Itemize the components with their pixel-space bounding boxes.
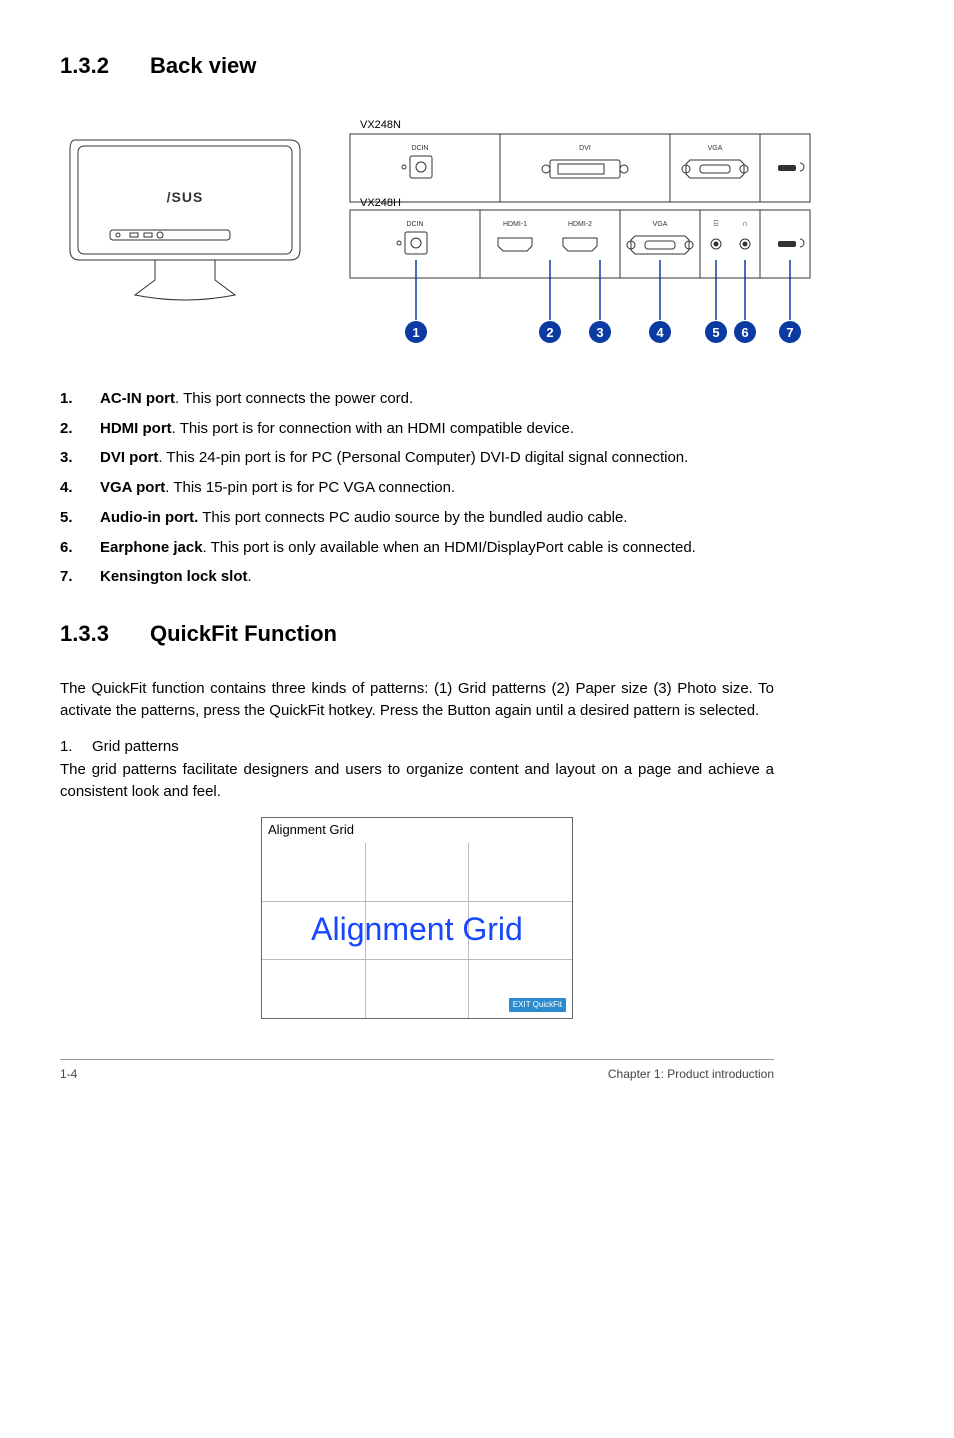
back-diagram-svg: /SUS VX248N DCIN DVI VGA <box>60 110 820 360</box>
port-item: 3.DVI port. This 24-pin port is for PC (… <box>60 447 774 469</box>
svg-text:3: 3 <box>596 325 603 340</box>
svg-text:4: 4 <box>656 325 664 340</box>
svg-text:7: 7 <box>786 325 793 340</box>
section-heading-back: 1.3.2Back view <box>60 50 774 82</box>
port-item: 2.HDMI port. This port is for connection… <box>60 418 774 440</box>
port-item: 5.Audio-in port. This port connects PC a… <box>60 507 774 529</box>
grid-pattern-label: 1.Grid patterns <box>60 736 774 758</box>
port-list: 1.AC-IN port. This port connects the pow… <box>60 388 774 588</box>
footer-chapter: Chapter 1: Product introduction <box>608 1066 774 1083</box>
svg-text:/SUS: /SUS <box>167 189 204 205</box>
section-title-back: Back view <box>150 53 256 78</box>
svg-text:5: 5 <box>712 325 719 340</box>
alignment-grid-header: Alignment Grid <box>262 818 572 843</box>
model-top-label: VX248N <box>360 119 401 131</box>
svg-text:DVI: DVI <box>579 145 591 152</box>
svg-text:VGA: VGA <box>708 145 723 152</box>
page-footer: 1-4 Chapter 1: Product introduction <box>60 1059 774 1083</box>
section-number-back: 1.3.2 <box>60 50 150 82</box>
section-title-quickfit: QuickFit Function <box>150 621 337 646</box>
section-heading-quickfit: 1.3.3QuickFit Function <box>60 618 774 650</box>
port-item: 7.Kensington lock slot. <box>60 566 774 588</box>
port-item: 4.VGA port. This 15-pin port is for PC V… <box>60 477 774 499</box>
svg-text:DCIN: DCIN <box>411 145 428 152</box>
alignment-grid-tag: EXIT QuickFit <box>509 998 566 1012</box>
model-mid-label: VX248H <box>360 197 401 209</box>
quickfit-intro: The QuickFit function contains three kin… <box>60 678 774 722</box>
section-number-quickfit: 1.3.3 <box>60 618 150 650</box>
svg-text:VGA: VGA <box>653 221 668 228</box>
callouts: 1 2 3 4 5 6 7 <box>405 321 801 343</box>
svg-text:2: 2 <box>546 325 553 340</box>
svg-text:⍇: ⍇ <box>714 219 719 228</box>
svg-text:∩: ∩ <box>742 219 748 228</box>
alignment-grid-area: Alignment Grid EXIT QuickFit <box>262 843 572 1018</box>
svg-text:HDMI-1: HDMI-1 <box>503 221 527 228</box>
svg-text:6: 6 <box>741 325 748 340</box>
grid-pattern-desc: The grid patterns facilitate designers a… <box>60 759 774 803</box>
back-view-diagram: /SUS VX248N DCIN DVI VGA <box>60 110 774 360</box>
port-item: 1.AC-IN port. This port connects the pow… <box>60 388 774 410</box>
svg-text:DCIN: DCIN <box>406 221 423 228</box>
alignment-grid-text: Alignment Grid <box>262 906 572 952</box>
svg-text:1: 1 <box>412 325 419 340</box>
port-item: 6.Earphone jack. This port is only avail… <box>60 537 774 559</box>
footer-page-number: 1-4 <box>60 1066 77 1083</box>
svg-text:HDMI-2: HDMI-2 <box>568 221 592 228</box>
alignment-grid-box: Alignment Grid Alignment Grid EXIT Quick… <box>261 817 573 1019</box>
